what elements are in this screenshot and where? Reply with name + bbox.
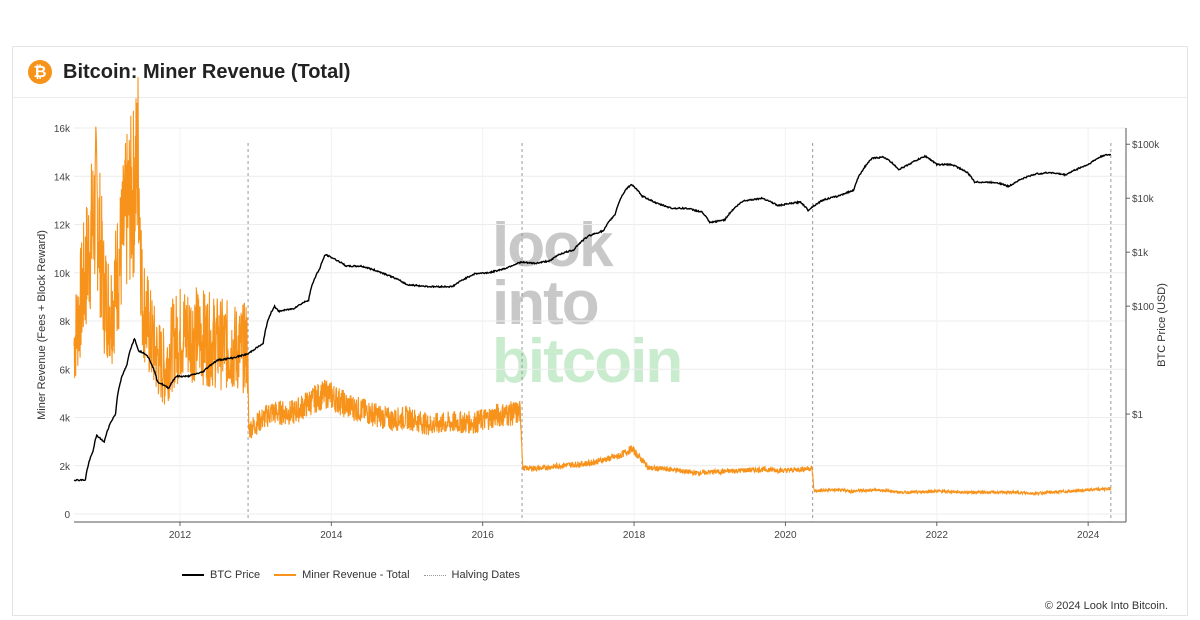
y-left-tick-label: 12k <box>54 221 71 232</box>
watermark-line-2: into <box>492 269 600 338</box>
y-left-tick-label: 0 <box>64 510 70 521</box>
y-left-tick-label: 10k <box>54 269 71 280</box>
y-left-tick-label: 8k <box>59 317 71 328</box>
legend-label-price: BTC Price <box>210 569 261 581</box>
card-header: ₿ Bitcoin: Miner Revenue (Total) <box>13 47 1187 98</box>
y-right-axis-title: BTC Price (USD) <box>1156 283 1168 367</box>
legend-label-revenue: Miner Revenue - Total <box>302 569 410 581</box>
legend-item-price[interactable]: BTC Price <box>182 569 260 581</box>
y-right-tick-label: $1 <box>1132 410 1144 421</box>
legend-swatch-revenue <box>274 574 297 576</box>
page-title: Bitcoin: Miner Revenue (Total) <box>63 61 351 83</box>
bitcoin-logo-icon: ₿ <box>28 60 52 84</box>
y-left-tick-label: 4k <box>59 414 71 425</box>
x-tick-label: 2022 <box>926 530 949 541</box>
x-tick-label: 2012 <box>169 530 192 541</box>
watermark-line-3: bitcoin <box>492 327 683 396</box>
legend-item-halving[interactable]: Halving Dates <box>423 569 521 581</box>
series-line-miner-revenue <box>73 77 1112 497</box>
x-tick-label: 2024 <box>1077 530 1100 541</box>
copyright-credit: © 2024 Look Into Bitcoin. <box>1044 600 1168 612</box>
y-right-tick-label: $100k <box>1132 140 1160 151</box>
y-right-tick-label: $10k <box>1132 194 1155 205</box>
x-tick-label: 2020 <box>774 530 797 541</box>
y-right-tick-label: $100 <box>1132 302 1155 313</box>
legend-swatch-price <box>182 574 204 576</box>
y-left-tick-label: 2k <box>59 462 71 473</box>
y-left-tick-label: 14k <box>54 172 71 183</box>
legend-label-halving: Halving Dates <box>451 569 521 581</box>
chart-legend: BTC Price Miner Revenue - Total Halving … <box>182 569 520 581</box>
y-left-tick-label: 6k <box>59 365 71 376</box>
x-tick-label: 2014 <box>320 530 343 541</box>
legend-swatch-halving <box>423 574 446 576</box>
y-left-tick-label: 16k <box>54 124 71 135</box>
x-tick-label: 2018 <box>623 530 646 541</box>
y-right-tick-label: $1k <box>1132 248 1149 259</box>
x-tick-label: 2016 <box>472 530 495 541</box>
legend-item-revenue[interactable]: Miner Revenue - Total <box>274 569 410 581</box>
y-left-axis-title: Miner Revenue (Fees + Block Reward) <box>36 230 48 420</box>
series-line-btc-price <box>73 153 1112 482</box>
